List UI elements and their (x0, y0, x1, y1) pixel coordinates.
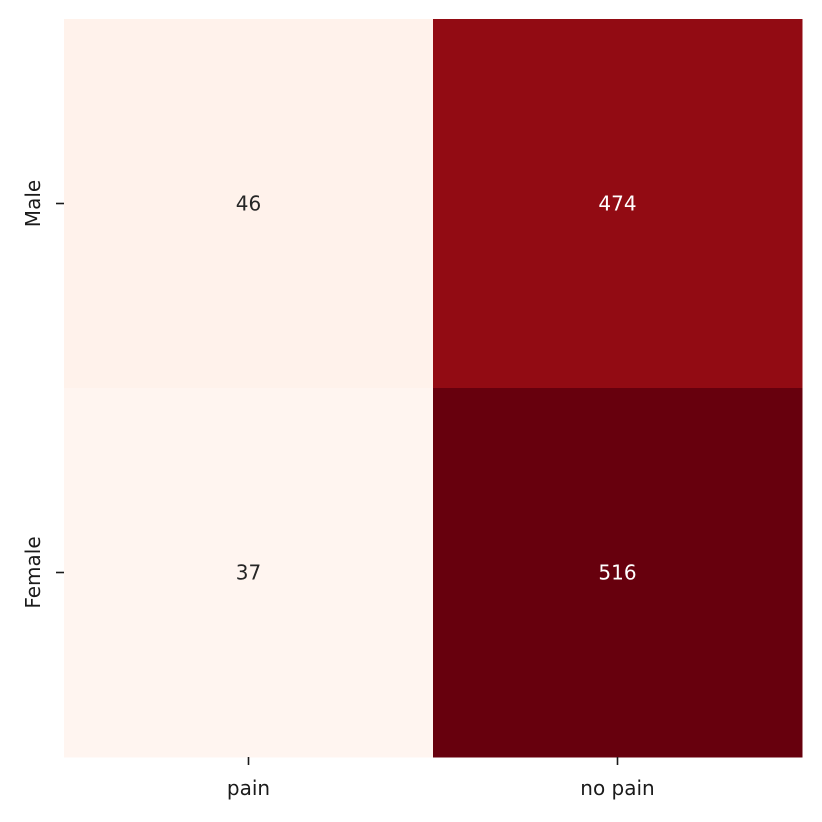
cell-value-label: 46 (236, 192, 261, 216)
heatmap-cells (64, 19, 803, 758)
cell-value-label: 474 (598, 192, 636, 216)
y-tick-label: Male (21, 180, 45, 227)
heatmap-cell-male-pain (64, 19, 434, 389)
x-axis: pain no pain (227, 757, 655, 800)
heatmap-cell-female-no-pain (433, 388, 803, 758)
cell-value-label: 37 (236, 561, 261, 585)
heatmap-cell-female-pain (64, 388, 434, 758)
x-tick-label: pain (227, 776, 270, 800)
heatmap-cell-labels: 46 474 37 516 (236, 192, 637, 585)
x-tick-label: no pain (580, 776, 654, 800)
y-axis: Male Female (21, 180, 64, 609)
heatmap-cell-male-no-pain (433, 19, 803, 389)
cell-value-label: 516 (598, 561, 636, 585)
y-tick-label: Female (21, 536, 45, 608)
